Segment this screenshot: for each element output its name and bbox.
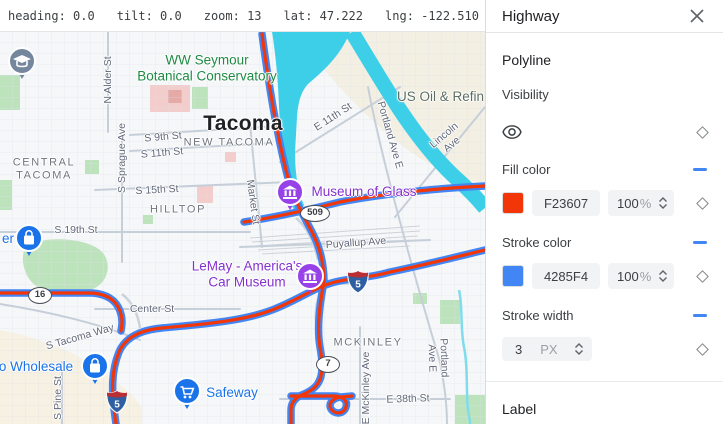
close-icon[interactable]: [687, 6, 707, 26]
interstate-shield-5: 5: [106, 390, 128, 419]
stroke-width-unit: PX: [540, 341, 558, 357]
fill-hex-input[interactable]: F23607: [532, 190, 600, 216]
stroke-opacity-input[interactable]: 100%: [608, 263, 674, 289]
panel-header: Highway: [486, 0, 723, 33]
visibility-inherit-diamond[interactable]: [696, 125, 709, 139]
fill-color-label: Fill color: [502, 162, 551, 177]
highway-fill-lines: [0, 32, 485, 424]
polyline-visibility-label: Visibility: [502, 87, 549, 102]
map-base-layers: [0, 32, 485, 424]
panel-title: Highway: [502, 7, 560, 25]
route-shield-509: 509: [300, 204, 330, 222]
polyline-section-title: Polyline: [502, 52, 552, 68]
label-section-title: Label: [502, 401, 537, 417]
marker-museum-icon[interactable]: [294, 261, 326, 304]
fill-opacity-stepper[interactable]: [658, 196, 668, 210]
map-canvas[interactable]: WW Seymour Botanical Conservatory Tacoma N…: [0, 32, 485, 424]
svg-text:5: 5: [114, 400, 120, 411]
panel-body: Polyline Visibility Fill color F: [486, 52, 723, 424]
stroke-opacity-unit: %: [639, 268, 652, 284]
marker-shopping-bag-icon[interactable]: [13, 223, 45, 266]
marker-shopping-cart-icon[interactable]: [171, 376, 203, 419]
stroke-width-input[interactable]: 3 PX: [502, 337, 592, 361]
route-shield-7: 7: [316, 355, 340, 373]
fill-opacity-unit: %: [639, 195, 652, 211]
visibility-eye-icon[interactable]: [502, 122, 522, 142]
camera-status-bar: heading: 0.0 tilt: 0.0 zoom: 13 lat: 47.…: [0, 0, 485, 32]
stroke-width-inherit-diamond[interactable]: [696, 342, 709, 356]
svg-text:5: 5: [355, 280, 361, 291]
marker-education-icon[interactable]: [6, 46, 38, 89]
stroke-opacity-value: 100: [617, 268, 639, 284]
status-heading: heading: 0.0: [8, 8, 95, 23]
fill-opacity-value: 100: [617, 195, 639, 211]
stroke-width-override-indicator[interactable]: [693, 314, 707, 317]
status-lat: lat: 47.222: [283, 8, 364, 23]
stroke-color-inherit-diamond[interactable]: [696, 269, 709, 283]
status-lng: lng: -122.510: [385, 8, 479, 23]
marker-museum-icon[interactable]: [274, 177, 306, 220]
feature-style-panel: Highway Polyline Visibility Fill: [485, 0, 723, 424]
stroke-color-label: Stroke color: [502, 235, 572, 250]
section-divider: [486, 381, 723, 382]
status-tilt: tilt: 0.0: [116, 8, 182, 23]
interstate-shield-5: 5: [347, 270, 369, 299]
fill-opacity-input[interactable]: 100%: [608, 190, 674, 216]
stroke-color-override-indicator[interactable]: [693, 241, 707, 244]
stroke-hex-input[interactable]: 4285F4: [532, 263, 600, 289]
stroke-swatch[interactable]: [502, 265, 524, 287]
stroke-width-label: Stroke width: [502, 308, 574, 323]
fill-swatch[interactable]: [502, 192, 524, 214]
stroke-opacity-stepper[interactable]: [658, 269, 668, 283]
fill-color-override-indicator[interactable]: [693, 168, 707, 171]
marker-shopping-bag-icon[interactable]: [79, 351, 111, 394]
route-shield-16: 16: [28, 286, 52, 304]
stroke-width-stepper[interactable]: [574, 342, 584, 356]
stroke-width-value: 3: [515, 341, 523, 357]
status-zoom: zoom: 13: [203, 8, 262, 23]
fill-color-inherit-diamond[interactable]: [696, 196, 709, 210]
